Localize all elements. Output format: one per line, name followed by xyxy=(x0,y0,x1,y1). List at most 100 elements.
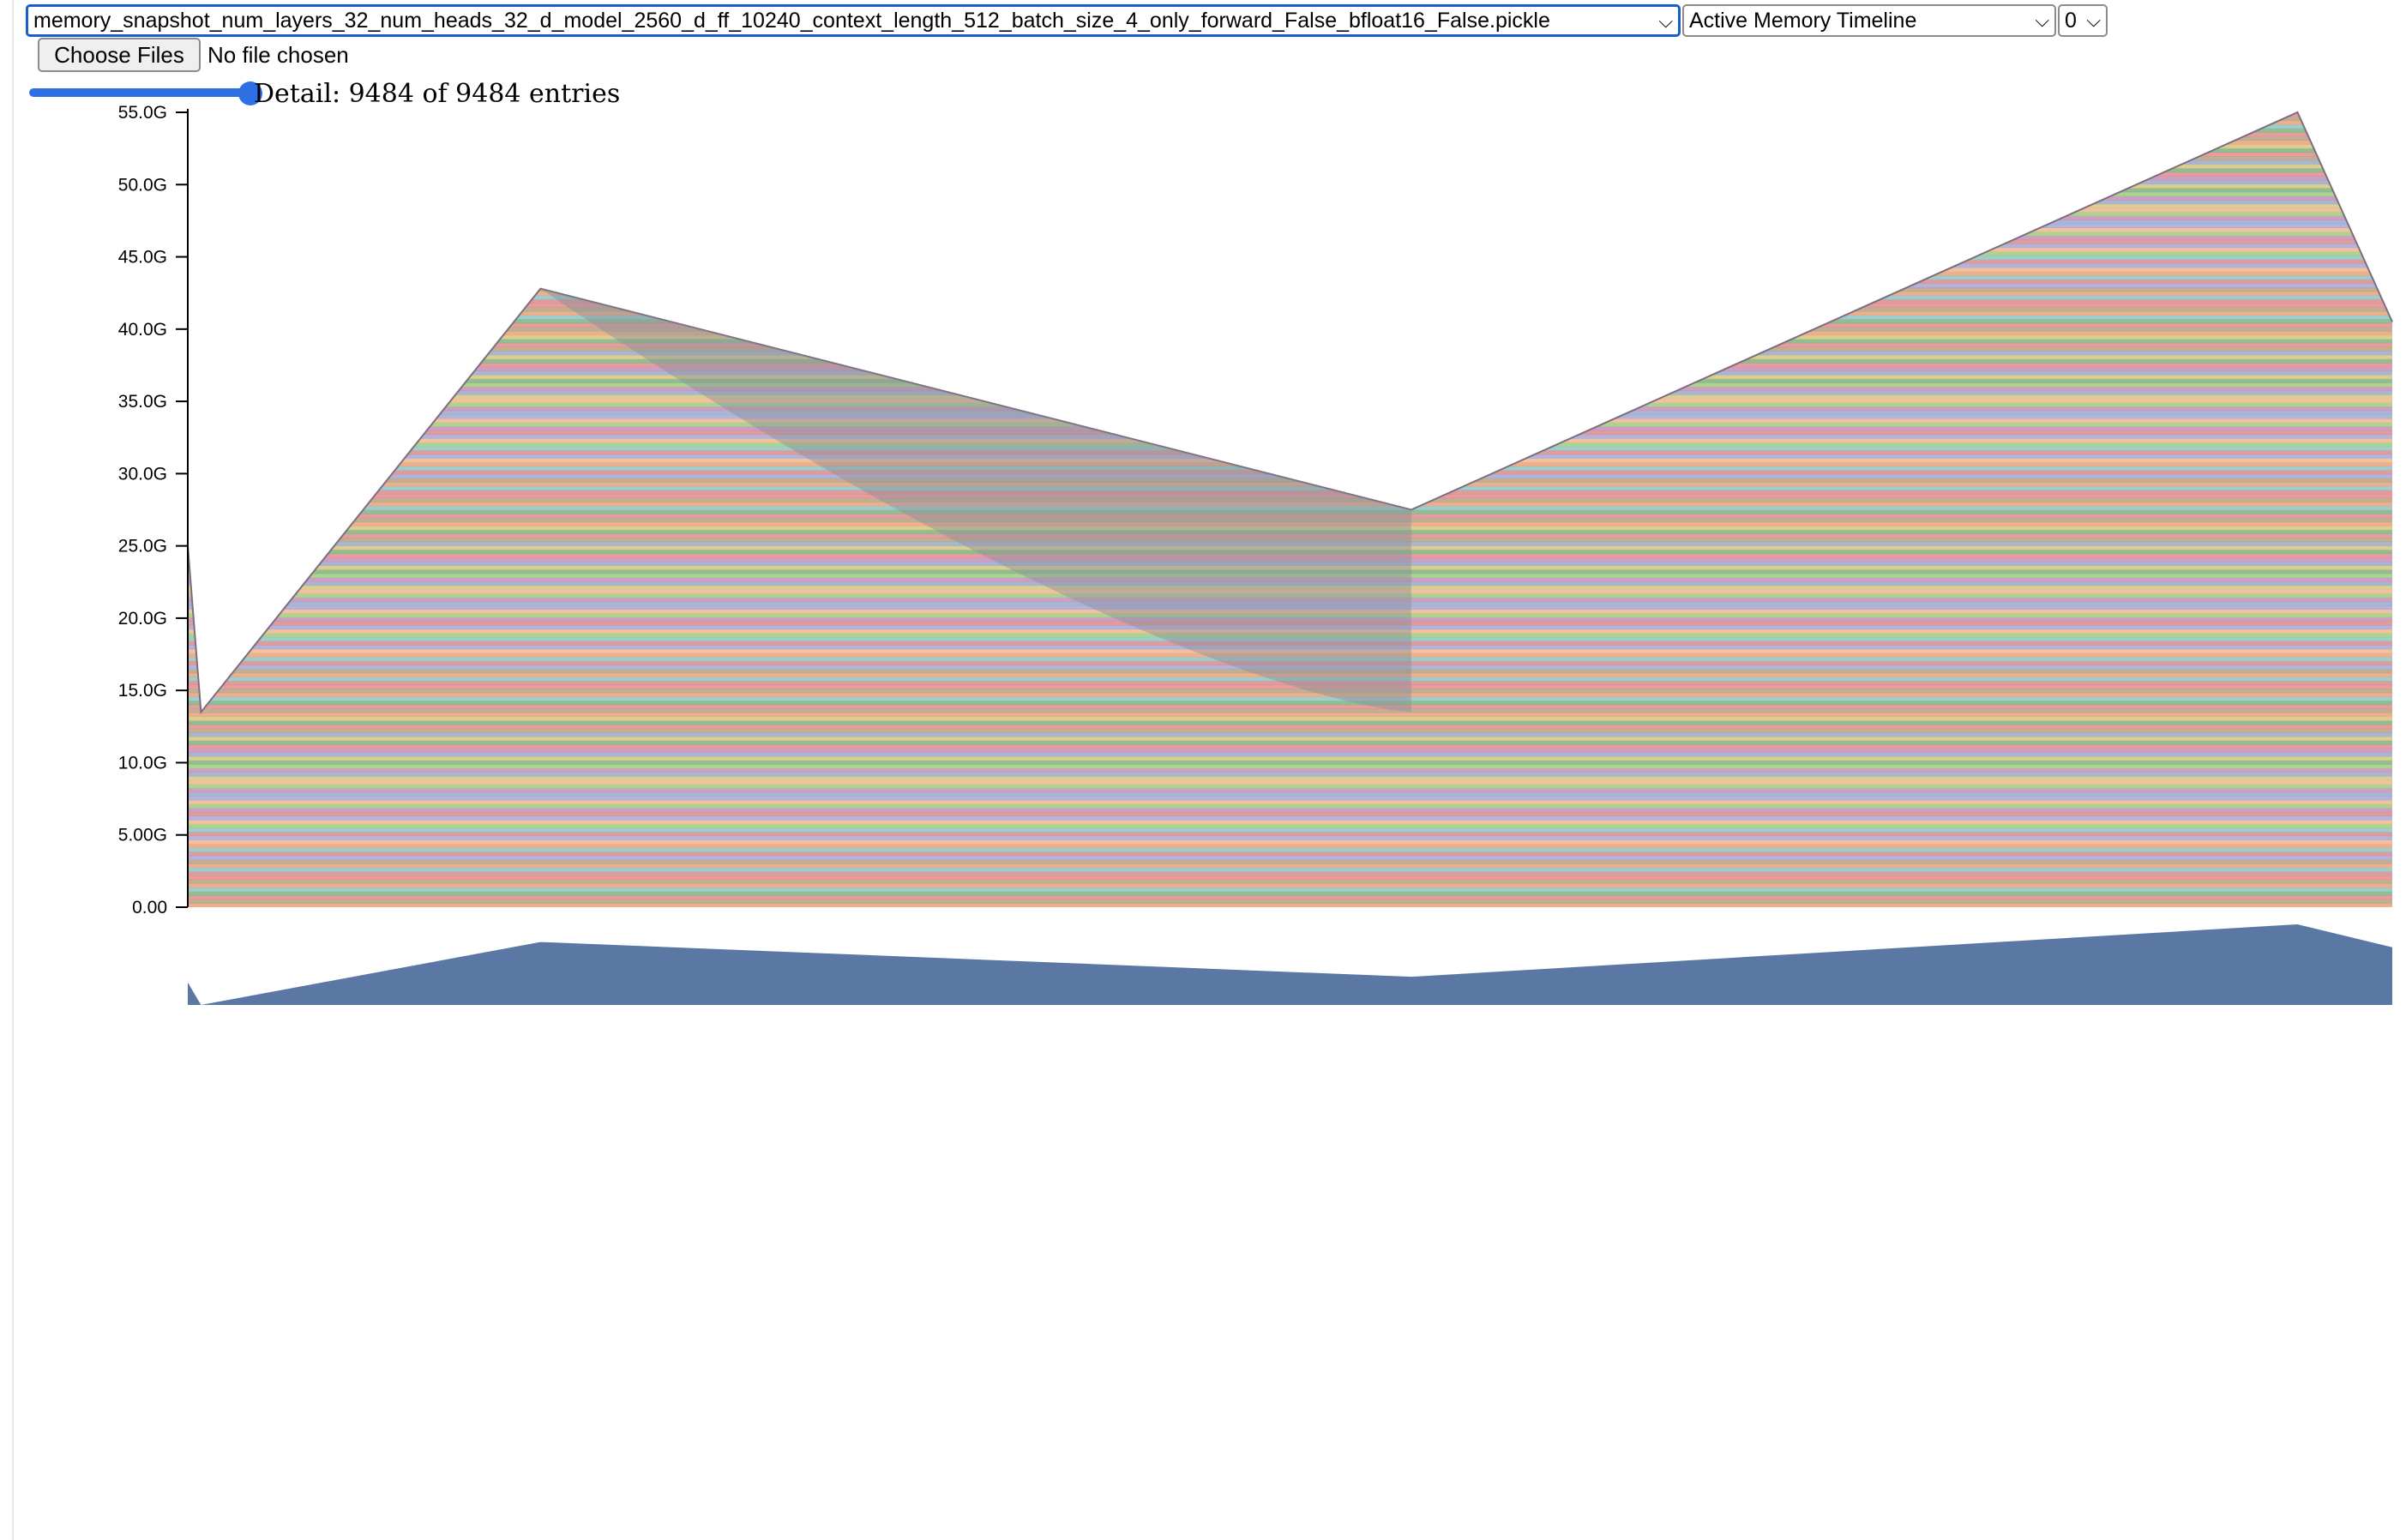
y-tick-label: 0.00 xyxy=(132,898,167,917)
overview-area[interactable] xyxy=(188,924,2392,1005)
allocation-band xyxy=(188,839,2392,845)
allocation-band xyxy=(188,903,2392,907)
detail-slider-thumb[interactable] xyxy=(238,81,262,105)
allocation-band xyxy=(188,358,2392,364)
allocation-band xyxy=(188,680,2392,686)
allocation-band xyxy=(188,517,2392,522)
allocation-band xyxy=(188,147,2392,153)
chevron-down-icon: ⌵ xyxy=(1658,10,1673,32)
allocation-band xyxy=(188,887,2392,893)
allocation-band xyxy=(188,271,2392,276)
allocation-band xyxy=(188,414,2392,419)
allocation-band xyxy=(188,374,2392,380)
allocation-band xyxy=(188,665,2392,670)
allocation-band xyxy=(188,581,2392,587)
y-tick-label: 50.0G xyxy=(118,175,167,195)
allocation-band xyxy=(188,875,2392,881)
allocation-band xyxy=(188,589,2392,594)
allocation-band xyxy=(188,696,2392,701)
allocation-band xyxy=(188,593,2392,599)
allocation-band xyxy=(188,541,2392,546)
allocation-band xyxy=(188,493,2392,499)
allocation-band xyxy=(188,255,2392,261)
allocation-band xyxy=(188,263,2392,268)
allocation-band xyxy=(188,211,2392,217)
allocation-band xyxy=(188,319,2392,324)
allocation-band xyxy=(188,827,2392,833)
allocation-band xyxy=(188,521,2392,526)
allocation-band xyxy=(188,235,2392,240)
allocation-band xyxy=(188,116,2392,121)
allocation-band xyxy=(188,398,2392,403)
allocation-band xyxy=(188,796,2392,801)
allocation-band xyxy=(188,609,2392,614)
device-index-select-value: 0 xyxy=(2065,9,2077,33)
allocation-band xyxy=(188,123,2392,129)
allocation-band xyxy=(188,334,2392,340)
allocation-band xyxy=(188,529,2392,534)
allocation-band xyxy=(188,553,2392,558)
allocation-band xyxy=(188,410,2392,415)
allocation-band xyxy=(188,871,2392,876)
allocation-band xyxy=(188,473,2392,479)
view-mode-select[interactable]: Active Memory Timeline ⌵ xyxy=(1682,4,2056,37)
allocation-band xyxy=(188,831,2392,837)
allocation-band xyxy=(188,208,2392,213)
allocation-band xyxy=(188,390,2392,395)
allocation-band xyxy=(188,339,2392,344)
allocation-band xyxy=(188,660,2392,665)
allocation-band xyxy=(188,815,2392,821)
allocation-band xyxy=(188,708,2392,713)
total-memory-line xyxy=(187,111,2393,715)
allocation-band xyxy=(188,613,2392,618)
allocation-band xyxy=(188,509,2392,514)
allocation-band xyxy=(188,585,2392,590)
allocation-band xyxy=(188,748,2392,753)
choose-files-button[interactable]: Choose Files xyxy=(38,38,201,72)
allocation-band xyxy=(188,776,2392,781)
allocation-band xyxy=(188,267,2392,272)
allocation-band xyxy=(188,557,2392,562)
allocation-band xyxy=(188,303,2392,308)
overview-minimap[interactable] xyxy=(188,924,2392,1005)
allocation-band xyxy=(188,505,2392,511)
snapshot-file-select[interactable]: memory_snapshot_num_layers_32_num_heads_… xyxy=(26,4,1681,37)
allocation-band xyxy=(188,247,2392,252)
allocation-band xyxy=(188,859,2392,864)
allocation-band xyxy=(188,704,2392,709)
allocation-band xyxy=(188,808,2392,813)
chevron-down-icon: ⌵ xyxy=(2035,9,2049,31)
allocation-band xyxy=(188,378,2392,383)
allocation-band xyxy=(188,743,2392,749)
allocation-band xyxy=(188,461,2392,467)
detail-slider-track xyxy=(29,88,247,97)
allocation-band xyxy=(188,366,2392,371)
freed-allocation-band xyxy=(540,288,1411,713)
y-tick-label: 20.0G xyxy=(118,609,167,629)
allocation-band xyxy=(188,259,2392,264)
allocation-band xyxy=(188,434,2392,439)
allocation-band xyxy=(188,899,2392,904)
allocation-band xyxy=(188,430,2392,436)
allocation-band xyxy=(188,203,2392,208)
allocation-band xyxy=(188,418,2392,424)
view-mode-select-value: Active Memory Timeline xyxy=(1689,9,1917,33)
allocation-band xyxy=(188,179,2392,185)
allocation-band xyxy=(188,346,2392,352)
allocation-band xyxy=(188,406,2392,412)
detail-slider[interactable] xyxy=(29,81,262,105)
allocation-band xyxy=(188,363,2392,368)
memory-timeline-chart[interactable]: 0.00 5.00G 10.0G 15.0G 20.0G 25.0G 30.0G 35.0G 4… xyxy=(0,101,2406,1010)
allocation-band xyxy=(188,232,2392,237)
allocation-band xyxy=(188,621,2392,626)
allocation-band xyxy=(188,533,2392,538)
allocation-band xyxy=(188,784,2392,789)
allocation-band xyxy=(188,772,2392,777)
allocation-band xyxy=(188,752,2392,757)
allocation-band xyxy=(188,537,2392,543)
allocation-band xyxy=(188,144,2392,149)
allocation-band xyxy=(188,712,2392,718)
allocation-band xyxy=(188,402,2392,407)
device-index-select[interactable]: 0 ⌵ xyxy=(2058,4,2108,37)
allocation-band xyxy=(188,700,2392,706)
